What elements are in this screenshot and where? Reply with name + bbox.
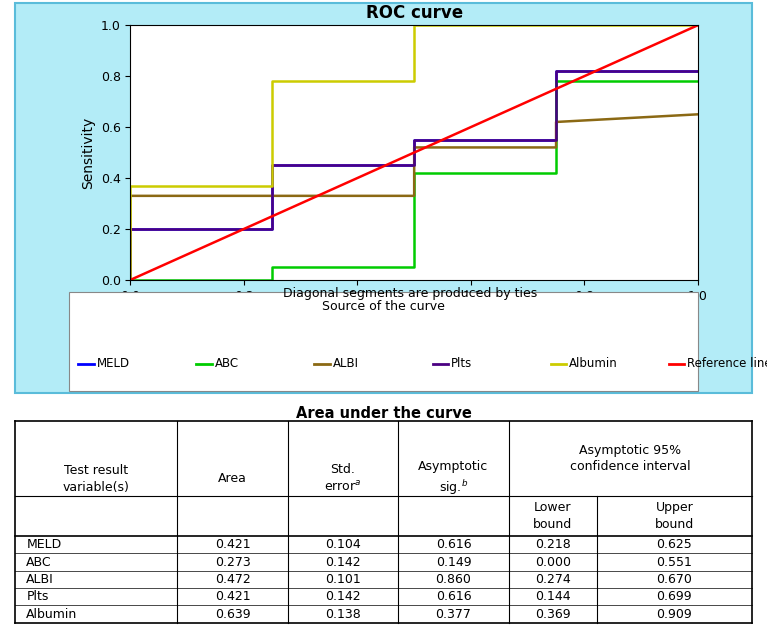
Text: 0.149: 0.149 — [436, 555, 471, 569]
X-axis label: 1-specificity: 1-specificity — [372, 308, 456, 322]
Text: 0.142: 0.142 — [325, 555, 360, 569]
Text: Asymptotic 95%
confidence interval: Asymptotic 95% confidence interval — [570, 444, 690, 474]
Text: Diagonal segments are produced by ties: Diagonal segments are produced by ties — [283, 287, 538, 301]
Text: MELD: MELD — [26, 538, 61, 551]
Text: 0.104: 0.104 — [325, 538, 361, 551]
Text: Albumin: Albumin — [569, 357, 618, 370]
Text: 0.369: 0.369 — [535, 608, 571, 621]
Text: 0.142: 0.142 — [325, 590, 360, 603]
Text: 0.616: 0.616 — [436, 538, 471, 551]
Text: 0.274: 0.274 — [535, 573, 571, 586]
Text: 0.625: 0.625 — [657, 538, 693, 551]
Text: Plts: Plts — [26, 590, 49, 603]
Text: ALBI: ALBI — [26, 573, 54, 586]
Text: Source of the curve: Source of the curve — [322, 300, 445, 313]
Text: Albumin: Albumin — [26, 608, 77, 621]
Text: 0.144: 0.144 — [535, 590, 571, 603]
Y-axis label: Sensitivity: Sensitivity — [81, 116, 95, 189]
Text: MELD: MELD — [97, 357, 130, 370]
Text: 0.639: 0.639 — [215, 608, 250, 621]
Text: Upper
bound: Upper bound — [655, 501, 694, 531]
Text: Reference line: Reference line — [687, 357, 767, 370]
Text: 0.000: 0.000 — [535, 555, 571, 569]
Text: 0.377: 0.377 — [436, 608, 472, 621]
Text: Plts: Plts — [451, 357, 472, 370]
Text: 0.273: 0.273 — [215, 555, 251, 569]
Text: 0.472: 0.472 — [215, 573, 251, 586]
Text: 0.699: 0.699 — [657, 590, 692, 603]
Text: ABC: ABC — [26, 555, 52, 569]
Text: 0.909: 0.909 — [657, 608, 693, 621]
Text: 0.860: 0.860 — [436, 573, 472, 586]
Text: 0.616: 0.616 — [436, 590, 471, 603]
Text: 0.421: 0.421 — [215, 538, 250, 551]
Text: 0.138: 0.138 — [325, 608, 361, 621]
Text: 0.551: 0.551 — [657, 555, 693, 569]
Text: Area under the curve: Area under the curve — [295, 406, 472, 421]
Title: ROC curve: ROC curve — [366, 4, 463, 22]
Text: Area: Area — [218, 472, 247, 486]
Text: Lower
bound: Lower bound — [533, 501, 572, 531]
Text: Test result
variable(s): Test result variable(s) — [63, 464, 130, 494]
Text: 0.670: 0.670 — [657, 573, 693, 586]
Text: 0.101: 0.101 — [325, 573, 361, 586]
Text: ALBI: ALBI — [333, 357, 359, 370]
Text: Std.
error$^a$: Std. error$^a$ — [324, 464, 362, 494]
Text: 0.421: 0.421 — [215, 590, 250, 603]
Text: Asymptotic
sig.$^b$: Asymptotic sig.$^b$ — [418, 460, 489, 497]
Text: 0.218: 0.218 — [535, 538, 571, 551]
Text: ABC: ABC — [215, 357, 239, 370]
